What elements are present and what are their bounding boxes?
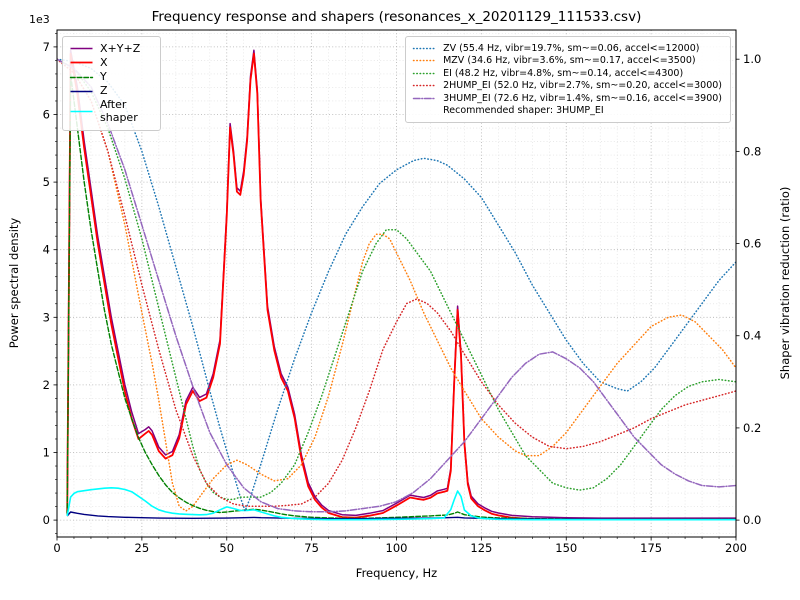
right-y-tick-label: 0.6 [743,237,761,251]
legend-item-psd-x: X [69,55,152,70]
legend-item-shaper-3hump-ei: 3HUMP_EI (72.6 Hz, vibr=1.4%, sm~=0.16, … [412,93,722,104]
legend-sample-shaper-2hump-ei [412,84,437,87]
legend-label: 3HUMP_EI (72.6 Hz, vibr=1.4%, sm~=0.16, … [443,92,722,104]
series-shaper-mzv [57,58,736,512]
legend-sample-shaper-zv [412,47,437,49]
legend-sample-psd-xyz [70,48,93,50]
x-tick-label: 75 [304,541,319,555]
series-shaper-ei [57,58,736,501]
legend-label: 2HUMP_EI (52.0 Hz, vibr=2.7%, sm~=0.20, … [443,80,722,91]
x-tick-label: 150 [555,541,577,555]
legend-sample-shaper-mzv [412,59,437,62]
chart-title: Frequency response and shapers (resonanc… [151,9,642,25]
x-tick-label: 200 [725,541,747,555]
legend-label: Y [100,69,107,83]
x-tick-label: 125 [470,541,492,555]
legend-label: EI (48.2 Hz, vibr=4.8%, sm~=0.14, accel<… [443,67,684,79]
left-y-axis-label: Power spectral density [7,217,21,349]
left-y-tick-label: 1 [43,446,50,460]
legend-item-shaper-2hump-ei: 2HUMP_EI (52.0 Hz, vibr=2.7%, sm~=0.20, … [412,80,722,91]
legend-item-psd-z: Z [69,83,152,98]
right-y-tick-label: 0.8 [743,144,761,158]
legend-sample-psd-after-shaper [70,110,93,113]
right-y-tick-label: 0.4 [743,329,761,343]
legend-psd: X+Y+Z X Y Z After shaper [62,36,161,131]
legend-item-shaper-ei: EI (48.2 Hz, vibr=4.8%, sm~=0.14, accel<… [412,68,722,79]
x-tick-label: 25 [135,541,150,555]
legend-sample-psd-z [70,90,93,92]
left-y-tick-label: 6 [43,108,50,122]
legend-label: ZV (55.4 Hz, vibr=19.7%, sm~=0.06, accel… [443,42,700,54]
legend-sample-shaper-3hump-ei [412,97,437,99]
legend-item-psd-y: Y [69,69,152,84]
x-axis-label: Frequency, Hz [355,566,438,580]
series-group [57,49,736,521]
right-y-axis-label: Shaper vibration reduction (ratio) [778,186,792,380]
legend-item-psd-after-shaper: After shaper [69,98,152,124]
left-y-tick-label: 7 [43,40,50,54]
legend-item-psd-xyz: X+Y+Z [69,41,152,56]
legend-item-shaper-mzv: MZV (34.6 Hz, vibr=3.6%, sm~=0.17, accel… [412,55,722,66]
x-tick-label: 0 [53,541,60,555]
series-shaper-3hump-ei [57,58,736,513]
left-y-tick-label: 3 [43,310,50,324]
x-tick-label: 50 [219,541,234,555]
series-psd-after-shaper [66,487,736,521]
right-y-tick-label: 0.0 [743,513,761,527]
left-y-tick-label: 2 [43,378,50,392]
legend-sample-psd-y [69,76,94,78]
series-psd-y [66,73,736,520]
legend-label: MZV (34.6 Hz, vibr=3.6%, sm~=0.17, accel… [443,55,696,66]
legend-recommended-shaper: Recommended shaper: 3HUMP_EI [412,105,722,116]
x-tick-label: 100 [386,541,408,555]
legend-label: Recommended shaper: 3HUMP_EI [443,105,604,116]
legend-label: X+Y+Z [100,41,141,55]
series-psd-x [66,52,736,521]
legend-label: X [100,55,108,69]
legend-item-shaper-zv: ZV (55.4 Hz, vibr=19.7%, sm~=0.06, accel… [412,43,722,54]
right-y-tick-label: 0.2 [743,421,761,435]
left-y-tick-label: 0 [43,513,50,527]
x-tick-label: 175 [640,541,662,555]
series-shaper-zv [57,58,736,512]
y-axis-multiplier: 1e3 [29,13,50,26]
legend-sample-psd-x [70,62,93,64]
legend-label: After shaper [100,98,138,124]
legend-shapers: ZV (55.4 Hz, vibr=19.7%, sm~=0.06, accel… [405,36,731,123]
left-y-tick-label: 4 [43,243,50,257]
series-psd-z [66,511,736,521]
legend-sample-spacer [412,110,437,111]
left-y-tick-label: 5 [43,175,50,189]
legend-sample-shaper-ei [412,72,437,74]
series-shaper-2hump-ei [57,58,736,508]
right-y-tick-label: 1.0 [743,52,761,66]
legend-label: Z [100,83,108,97]
